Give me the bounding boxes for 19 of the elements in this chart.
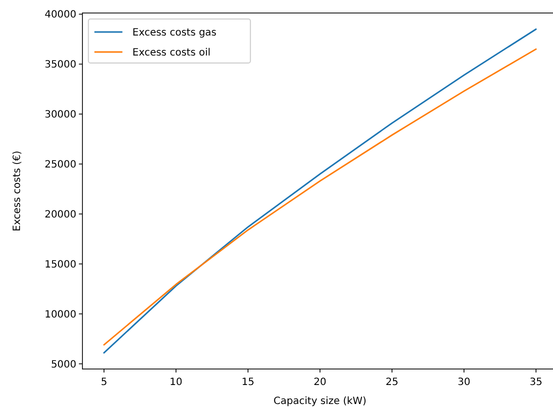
x-tick-label: 35 — [530, 377, 542, 388]
x-tick-label: 20 — [314, 377, 326, 388]
x-tick-label: 30 — [458, 377, 470, 388]
x-tick-label: 10 — [170, 377, 182, 388]
y-tick-label: 30000 — [44, 110, 76, 121]
y-axis-title: Excess costs (€) — [12, 150, 23, 232]
y-tick-label: 20000 — [44, 209, 76, 220]
y-tick-label: 5000 — [50, 359, 76, 370]
x-axis-title: Capacity size (kW) — [274, 396, 367, 407]
x-tick-label: 25 — [386, 377, 398, 388]
legend-label: Excess costs gas — [132, 28, 217, 38]
x-tick-label: 5 — [100, 377, 108, 388]
y-tick-label: 40000 — [44, 10, 76, 21]
legend-label: Excess costs oil — [132, 48, 211, 58]
y-tick-label: 15000 — [44, 259, 76, 270]
y-tick-label: 25000 — [44, 160, 76, 171]
y-tick-label: 10000 — [44, 309, 76, 320]
x-tick-label: 15 — [242, 377, 254, 388]
y-tick-label: 35000 — [44, 60, 76, 71]
